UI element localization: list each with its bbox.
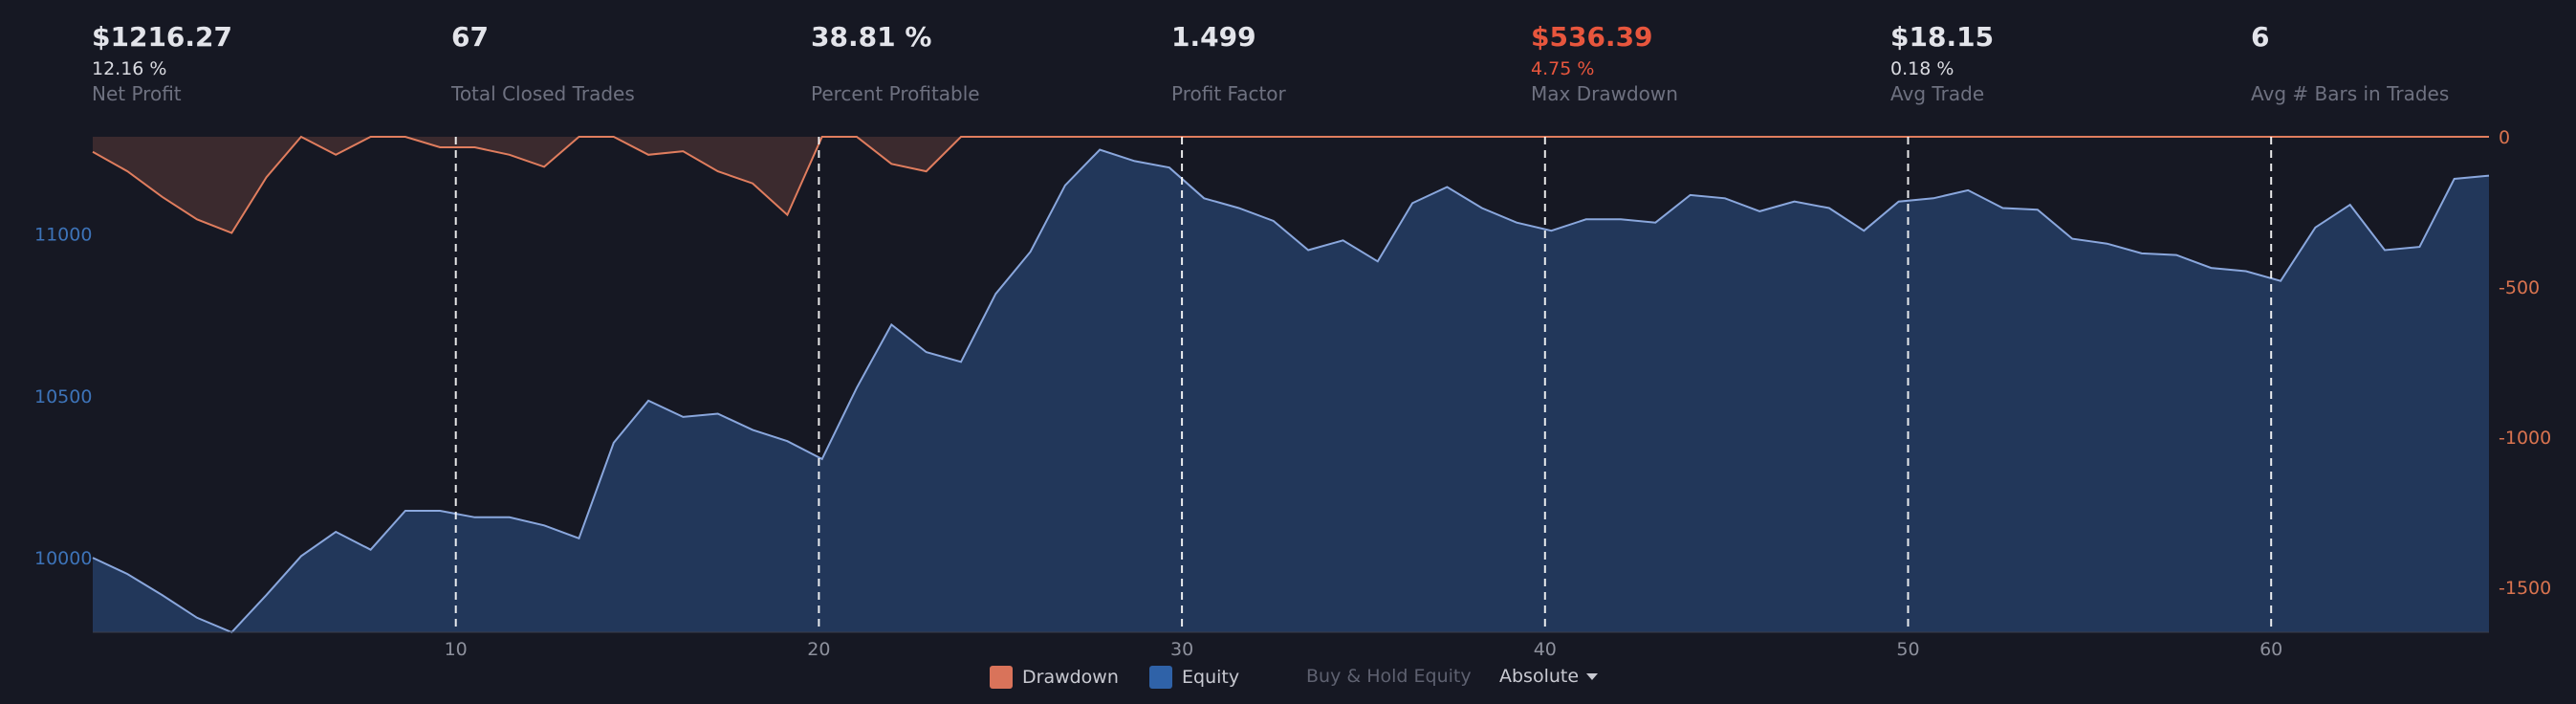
stat-value: $18.15 xyxy=(1890,21,1995,53)
stat-avg-bars-in-trades: 6 Avg # Bars in Trades xyxy=(2251,21,2449,105)
drawdown-series xyxy=(92,135,2489,234)
legend-equity-label: Equity xyxy=(1182,667,1240,688)
legend-buyhold-label: Buy & Hold Equity xyxy=(1306,666,1472,687)
legend-equity[interactable]: Equity xyxy=(1149,666,1239,689)
stat-label: Profit Factor xyxy=(1171,82,1286,105)
x-tick-label: 30 xyxy=(1170,639,1193,660)
stat-value: $1216.27 xyxy=(92,21,233,53)
stat-label: Total Closed Trades xyxy=(451,82,635,105)
stat-sub: 12.16 % xyxy=(92,58,167,79)
stat-label: Max Drawdown xyxy=(1531,82,1678,105)
x-tick-label: 20 xyxy=(807,639,830,660)
y-right-tick-label: -1500 xyxy=(2499,578,2551,599)
stat-label: Avg Trade xyxy=(1890,82,1985,105)
x-tick-label: 50 xyxy=(1896,639,1919,660)
stat-net-profit: $1216.27 12.16 % Net Profit xyxy=(92,21,232,105)
stat-sub: 0.18 % xyxy=(1890,58,1954,79)
equity-swatch xyxy=(1149,666,1172,689)
stat-max-drawdown: $536.39 4.75 % Max Drawdown xyxy=(1531,21,1678,105)
stat-label: Percent Profitable xyxy=(811,82,980,105)
drawdown-line xyxy=(92,135,2489,234)
stat-value: 67 xyxy=(451,21,489,53)
equity-area xyxy=(93,149,2489,632)
stat-profit-factor: 1.499 Profit Factor xyxy=(1171,21,1286,105)
stat-label: Avg # Bars in Trades xyxy=(2251,82,2450,105)
legend-buy-hold-equity[interactable]: Buy & Hold Equity xyxy=(1306,666,1472,687)
y-left-tick-label: 10500 xyxy=(34,386,92,407)
x-tick-label: 40 xyxy=(1534,639,1557,660)
mode-dropdown-label: Absolute xyxy=(1499,666,1580,687)
y-right-tick-label: -1000 xyxy=(2499,428,2551,449)
y-left-tick-label: 11000 xyxy=(34,225,92,246)
stat-value: 6 xyxy=(2251,21,2270,53)
stat-avg-trade: $18.15 0.18 % Avg Trade xyxy=(1890,21,1994,105)
y-left-tick-label: 10000 xyxy=(34,548,92,569)
equity-drawdown-chart: 10 20 30 40 50 60 10000 10500 11000 0 -500 -1000 -15… xyxy=(34,127,2551,660)
y-right-tick-label: 0 xyxy=(2499,127,2510,148)
equity-series xyxy=(92,148,2490,634)
x-tick-label: 10 xyxy=(445,639,468,660)
chevron-down-icon xyxy=(1586,672,1599,680)
stat-percent-profitable: 38.81 % Percent Profitable xyxy=(811,21,980,105)
axes: 10 20 30 40 50 60 10000 10500 11000 0 -500 -1000 -15… xyxy=(34,127,2551,660)
stat-value: 1.499 xyxy=(1171,21,1256,53)
x-tick-label: 60 xyxy=(2259,639,2282,660)
legend-drawdown[interactable]: Drawdown xyxy=(990,666,1119,689)
mode-dropdown[interactable]: Absolute xyxy=(1499,666,1599,687)
legend-drawdown-label: Drawdown xyxy=(1022,667,1119,688)
drawdown-area xyxy=(93,137,2489,233)
stat-total-closed-trades: 67 Total Closed Trades xyxy=(451,21,635,105)
stat-label: Net Profit xyxy=(92,82,182,105)
y-right-tick-label: -500 xyxy=(2499,277,2540,298)
stats-bar: $1216.27 12.16 % Net Profit 67 Total Clo… xyxy=(0,0,2576,124)
stat-sub: 4.75 % xyxy=(1531,58,1595,79)
drawdown-swatch xyxy=(990,666,1013,689)
equity-line xyxy=(92,148,2490,634)
gridlines xyxy=(454,137,2273,632)
stat-value: 38.81 % xyxy=(811,21,932,53)
legend: Drawdown Equity Buy & Hold Equity Absolu… xyxy=(0,666,2576,694)
stat-value: $536.39 xyxy=(1531,21,1653,53)
